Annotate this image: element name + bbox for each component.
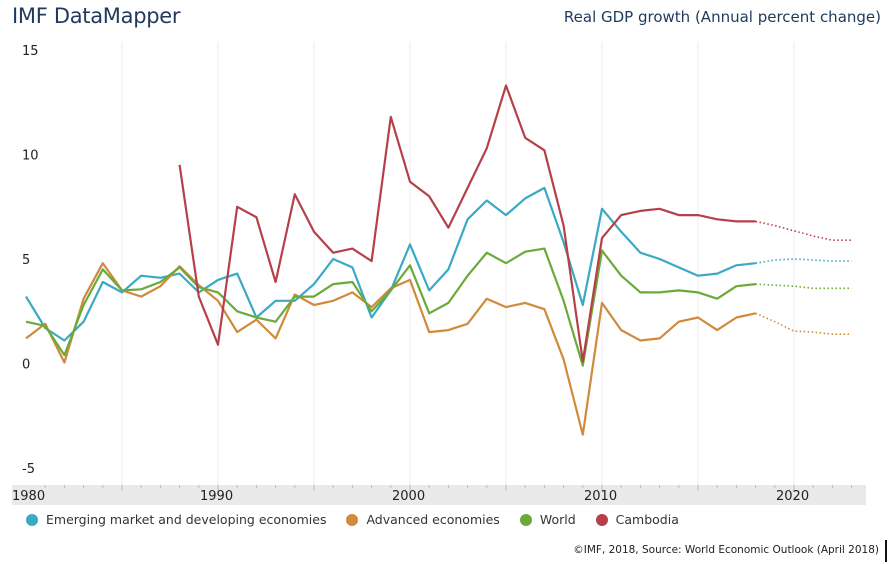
x-tick-label: 1980	[12, 489, 45, 504]
legend-dot-icon	[346, 513, 359, 526]
grid	[121, 42, 795, 485]
y-axis: 15 10 5 0 -5	[22, 44, 39, 477]
x-tick-label: 1990	[200, 489, 233, 504]
x-tick-label: 2020	[776, 489, 809, 504]
cursor-bar	[885, 540, 887, 562]
legend-label: World	[539, 512, 576, 527]
legend-label: Emerging market and developing economies	[46, 512, 327, 527]
series-projection-cambodia[interactable]	[755, 220, 852, 241]
legend-item-emerging[interactable]: Emerging market and developing economies	[26, 512, 326, 527]
y-tick-label: -5	[22, 462, 35, 477]
legend-label: Advanced economies	[366, 512, 500, 527]
y-tick-label: 15	[22, 44, 39, 59]
legend-item-cambodia[interactable]: Cambodia	[595, 512, 679, 527]
series-line-world[interactable]	[25, 247, 756, 367]
legend-dot-icon	[26, 513, 38, 526]
y-tick-label: 5	[22, 253, 30, 268]
legend-item-world[interactable]: World	[519, 512, 576, 527]
legend: Emerging market and developing economies…	[26, 512, 699, 527]
x-tick-label: 2000	[392, 489, 425, 504]
x-tick-label: 2010	[584, 489, 617, 504]
source-note: ©IMF, 2018, Source: World Economic Outlo…	[573, 544, 879, 556]
series-line-advanced-economies[interactable]	[25, 262, 756, 436]
series-projection-advanced-economies[interactable]	[755, 312, 852, 336]
y-tick-label: 10	[22, 149, 39, 164]
legend-label: Cambodia	[615, 512, 679, 527]
series-line-cambodia[interactable]	[178, 84, 756, 363]
x-axis-bar[interactable]	[12, 485, 866, 505]
series-lines	[25, 84, 852, 436]
y-tick-label: 0	[22, 358, 30, 373]
x-axis: 1980 1990 2000 2010 2020	[12, 485, 853, 504]
legend-item-advanced[interactable]: Advanced economies	[346, 512, 500, 527]
chart-title: Real GDP growth (Annual percent change)	[563, 8, 881, 26]
app-title: IMF DataMapper	[12, 4, 181, 28]
legend-dot-icon	[595, 513, 608, 526]
series-projection-emerging-market-and-developing-economies[interactable]	[755, 258, 852, 264]
chart: 15 10 5 0 -5 1980 1990 2000 2010 2020	[12, 42, 866, 505]
legend-dot-icon	[519, 513, 532, 526]
series-projection-world[interactable]	[755, 283, 852, 290]
